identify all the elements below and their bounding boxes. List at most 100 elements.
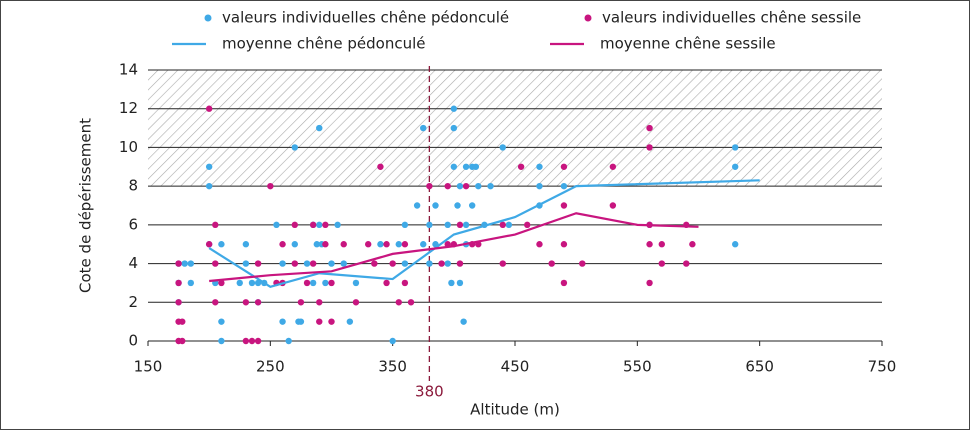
point <box>689 241 696 248</box>
point <box>322 221 329 229</box>
point <box>472 163 480 170</box>
point <box>426 182 433 190</box>
point <box>560 163 568 170</box>
point <box>420 124 427 132</box>
point <box>303 279 311 287</box>
legend-label: valeurs individuelles chêne sessile <box>602 9 861 27</box>
point <box>218 318 225 325</box>
point <box>316 221 323 229</box>
point <box>487 182 494 190</box>
point <box>303 260 311 267</box>
point <box>646 279 653 287</box>
point <box>499 144 506 151</box>
plot: 0 2 4 6 8 10 12 14 150 250 350 450 550 650 750 Altitude… <box>77 9 897 419</box>
point <box>468 202 476 209</box>
y-axis-label: Cote de dépérissement <box>77 118 95 293</box>
point <box>609 202 617 209</box>
point <box>560 182 568 190</box>
point <box>389 337 396 345</box>
point <box>291 144 298 151</box>
legend-label: valeurs individuelles chêne pédonculé <box>222 9 509 27</box>
point <box>456 182 464 190</box>
point <box>426 221 433 229</box>
point <box>401 221 409 229</box>
point <box>426 260 433 267</box>
point <box>560 279 568 287</box>
point <box>175 299 182 306</box>
point <box>609 163 617 170</box>
point <box>328 318 335 325</box>
point <box>352 299 360 306</box>
point <box>499 260 506 267</box>
point <box>322 241 329 248</box>
point <box>444 221 451 229</box>
point <box>454 202 461 209</box>
point <box>334 221 341 229</box>
point <box>456 260 464 267</box>
point <box>316 124 323 132</box>
point <box>517 163 525 170</box>
point <box>212 260 219 267</box>
point <box>401 241 409 248</box>
point <box>313 241 321 248</box>
point <box>658 260 665 267</box>
point <box>267 182 274 190</box>
point <box>383 241 390 248</box>
point <box>254 299 262 306</box>
point <box>732 163 739 170</box>
legend-swatch <box>204 14 212 22</box>
mean-line <box>208 179 760 288</box>
point <box>383 279 390 287</box>
point <box>309 279 317 287</box>
point <box>401 260 409 267</box>
point <box>395 299 402 306</box>
point <box>450 105 458 112</box>
point <box>536 182 543 190</box>
point <box>732 241 739 248</box>
point <box>462 163 470 170</box>
y-tick-label: 2 <box>128 293 138 311</box>
point <box>205 105 213 112</box>
point <box>236 279 243 287</box>
point <box>175 260 182 267</box>
point <box>413 202 421 209</box>
point <box>242 337 250 345</box>
point <box>181 260 188 267</box>
point <box>579 260 586 267</box>
mean-line <box>209 212 699 283</box>
point <box>279 260 286 267</box>
point <box>328 279 335 287</box>
point <box>444 260 451 267</box>
point <box>291 221 298 229</box>
point <box>448 279 455 287</box>
point <box>205 182 213 190</box>
point <box>536 241 543 248</box>
point <box>309 221 317 229</box>
point <box>456 279 464 287</box>
point <box>212 299 219 306</box>
y-tick-label: 14 <box>119 61 138 79</box>
point <box>279 241 286 248</box>
point <box>444 182 451 190</box>
x-tick-label: 150 <box>134 358 163 376</box>
point <box>420 241 427 248</box>
point <box>175 279 182 287</box>
y-tick-label: 10 <box>119 138 138 156</box>
x-tick-label: 450 <box>501 358 530 376</box>
point <box>460 318 467 325</box>
point <box>291 241 298 248</box>
point <box>340 241 347 248</box>
point <box>475 182 482 190</box>
point <box>658 241 665 248</box>
y-tick-label: 6 <box>128 215 138 233</box>
legend-label: moyenne chêne sessile <box>600 35 776 53</box>
point <box>242 260 250 267</box>
legend-label: moyenne chêne pédonculé <box>222 35 426 53</box>
reference-label: 380 <box>415 383 444 401</box>
point <box>328 260 335 267</box>
point <box>346 318 354 325</box>
point <box>187 260 195 267</box>
point <box>297 318 305 325</box>
point <box>377 241 384 248</box>
